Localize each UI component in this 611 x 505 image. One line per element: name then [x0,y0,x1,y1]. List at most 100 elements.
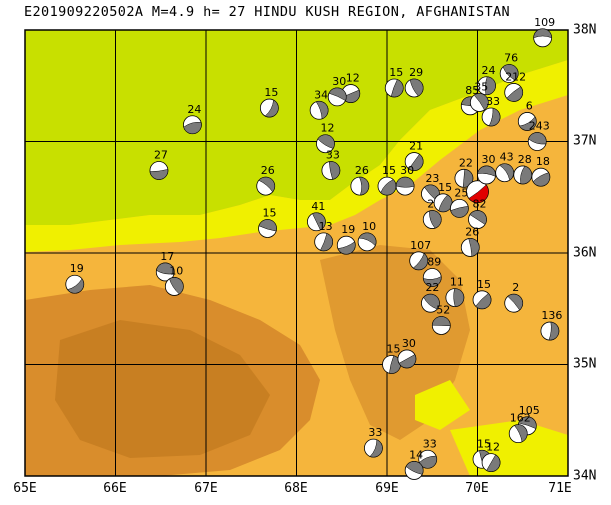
beachball-compression [405,461,424,475]
event-depth-label: 13 [319,220,333,233]
beachball-compression [358,176,370,196]
beachball-compression [67,278,84,294]
beachball-compression [468,184,489,203]
event-mechanism: 22 [421,281,440,313]
event-mechanism: 33 [364,426,383,458]
event-depth-label: 30 [332,75,346,88]
event-mechanism: 24 [477,64,496,96]
beachball-compression [395,176,415,188]
beachball-compression [533,28,552,39]
event-depth-label: 26 [261,164,275,177]
event-mechanism: 41 [307,200,326,232]
event-depth-label: 76 [504,51,518,64]
event-depth-label: 34 [314,88,328,101]
event-mechanism: 19 [336,223,356,255]
event-depth-label: 15 [264,86,278,99]
event-depth-label: 26 [465,225,479,238]
event-depth-label: 35 [474,80,488,93]
event-mechanism: 27 [149,148,169,180]
lon-label: 71E [548,481,572,496]
beachball-compression [429,210,442,229]
event-mechanism: 28 [513,153,533,185]
event-mechanism: 105 [517,404,540,436]
event-mechanism: 15 [433,181,453,213]
event-depth-label: 24 [187,103,201,116]
event-mechanism: 15 [258,206,277,238]
lat-label: 36N [573,245,597,261]
event-depth-label: 136 [541,309,562,322]
event-mechanism: 35 [469,80,489,112]
event-depth-label: 12 [486,441,500,454]
event-depth-label: 30 [482,153,496,166]
event-mechanism: 109 [533,16,555,48]
beachball-compression [514,424,528,443]
event-depth-label: 24 [482,64,496,77]
beachball-compression [507,293,523,311]
event-mechanism: 14 [404,448,424,480]
beachball-compression [156,262,175,275]
event-depth-label: 11 [450,276,464,289]
lon-label: 66E [103,481,127,496]
beachball-compression [485,76,496,95]
event-depth-label: 12 [346,72,360,85]
event-depth-label: 25 [454,186,468,199]
event-depth-label: 52 [436,303,450,316]
beachball-compression [183,122,202,134]
event-mechanism: 21 [404,140,424,171]
beachball-compression [548,321,560,341]
event-depth-label: 15 [387,343,401,356]
event-depth-label: 15 [382,164,396,177]
beachball-compression [412,253,428,270]
event-mechanism: 89 [422,256,442,287]
event-depth-label: 89 [427,256,441,269]
event-mechanism: 25 [449,186,469,218]
event-mechanism: 43 [495,151,515,183]
event-mechanism: 30 [397,337,417,369]
event-depth-label: 107 [410,239,431,252]
event-depth-label: 29 [409,66,423,79]
event-mechanism: 2 [504,281,524,313]
beachball-compression [419,455,437,469]
event-mechanism: 10 [357,220,377,252]
beachball-compression [488,107,501,127]
event-mechanism: 19 [65,262,85,294]
beachball-compression [342,89,360,103]
event-depth-label: 19 [341,223,355,236]
lat-label: 35N [573,356,597,372]
event-depth-label: 22 [425,281,439,294]
beachball-compression [398,354,417,369]
event-mechanism: 29 [404,66,424,98]
beachball-compression [475,293,492,310]
beachball-compression [320,233,333,252]
beachball-compression [358,232,377,247]
beachball-compression [423,293,440,310]
valley-patch-2 [415,380,470,430]
lon-label: 65E [13,481,37,496]
event-mechanism: 52 [431,303,451,335]
event-mechanism: 13 [314,220,334,252]
beachball-compression [317,134,335,149]
beachball-compression [380,179,397,196]
event-depth-label: 109 [534,16,555,29]
event-mechanism: 26 [460,225,480,257]
event-mechanism: 82 [468,198,487,229]
event-depth-label: 33 [326,148,340,161]
beachball-compression [258,219,277,232]
lon-label: 68E [284,481,308,496]
beachball-compression [315,101,329,120]
beachball-compression [312,212,326,231]
beachball-compression [408,153,424,171]
main-event-mechanism [466,180,489,204]
beachball-compression [520,165,532,185]
beachball-compression [469,210,487,225]
event-mechanism: 15 [259,86,279,118]
event-depth-label: 82 [473,198,487,211]
event-mechanism: 18 [531,155,551,187]
beachball-compression [450,205,469,218]
map-title: E201909220502A M=4.9 h= 27 HINDU KUSH RE… [24,4,511,20]
event-depth-label: 26 [355,164,369,177]
event-depth-label: 43 [500,151,514,164]
event-depth-label: 2 [512,281,519,294]
